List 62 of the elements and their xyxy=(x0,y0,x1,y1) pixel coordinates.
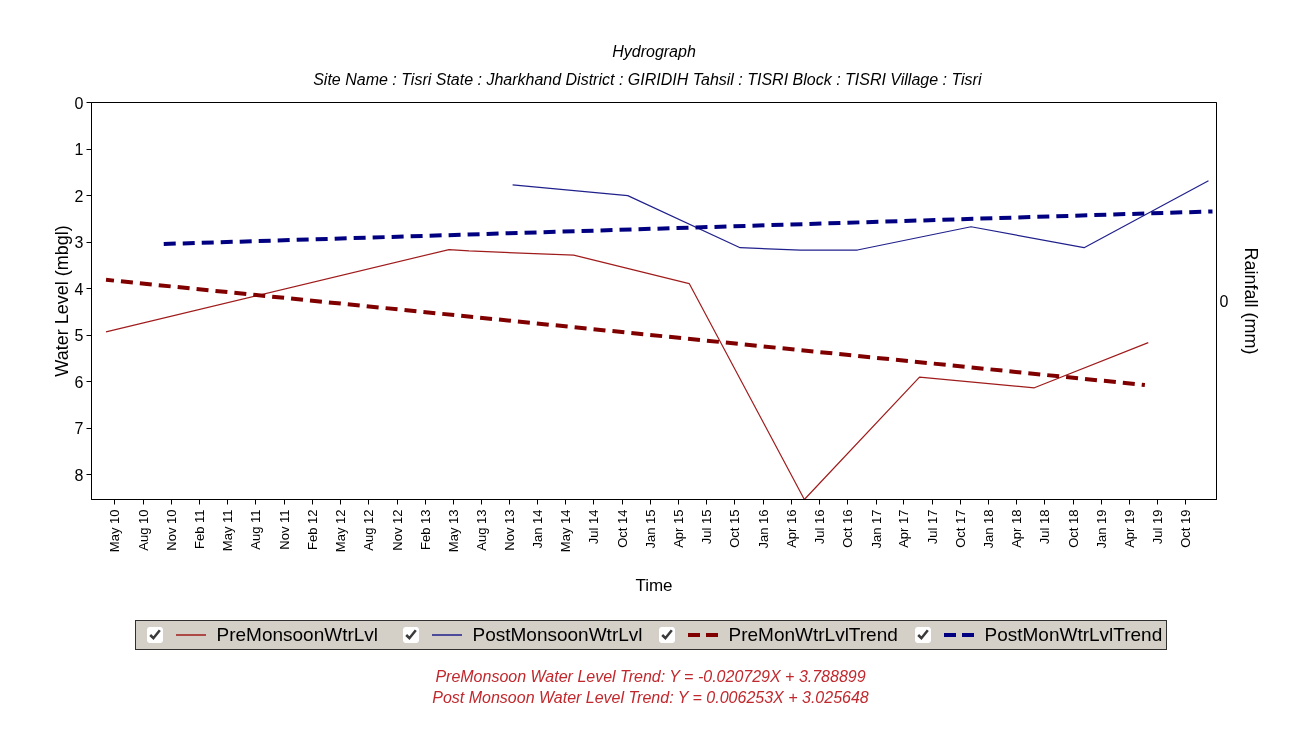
x-tick-label: Feb 13 xyxy=(418,509,434,550)
x-tick-label: Jan 16 xyxy=(755,509,771,549)
x-tick-label: May 13 xyxy=(445,509,461,553)
x-tick-label: Oct 14 xyxy=(614,509,630,548)
y-tick-label: 5 xyxy=(74,327,84,345)
x-axis-title: Time xyxy=(635,576,673,596)
y-axis-title: Water Level (mbgl) xyxy=(51,225,72,377)
x-tick-label: Feb 12 xyxy=(305,509,321,550)
text: 0 xyxy=(1219,293,1229,310)
y-tick-label: 0 xyxy=(74,94,84,112)
x-tick-label: Oct 15 xyxy=(727,509,743,548)
x-tick-label: May 12 xyxy=(332,509,348,553)
x-tick-label: Jan 19 xyxy=(1094,509,1110,549)
x-tick-label: Aug 12 xyxy=(361,509,377,551)
y-tick-label: 3 xyxy=(74,234,84,252)
x-tick-label: Feb 11 xyxy=(192,509,208,550)
chart-title: Hydrograph xyxy=(612,42,696,60)
x-tick-label: Apr 16 xyxy=(783,509,799,548)
chart-subtitle: Site Name : Tisri State : Jharkhand District : GIRIDIH Tahsil : TISRI Block : TISRI Village : Tisri xyxy=(313,70,982,88)
x-tick-label: Oct 17 xyxy=(953,509,969,548)
x-tick-label: Oct 16 xyxy=(840,509,856,548)
legend-label: PreMonsoonWtrLvl xyxy=(216,623,379,648)
legend-label: PostMonsoonWtrLvl xyxy=(472,623,643,648)
x-tick-label: Oct 19 xyxy=(1178,509,1194,548)
x-tick-label: May 14 xyxy=(558,509,574,553)
x-tick-label: Jul 14 xyxy=(586,509,602,545)
text: Post Monsoon Water Level Trend: Y = 0.006253X + 3.025648 xyxy=(432,689,869,706)
x-tick-label: Jan 15 xyxy=(643,509,659,549)
x-tick-label: Aug 10 xyxy=(135,509,151,551)
x-tick-label: Jan 14 xyxy=(530,509,546,549)
x-tick-label: Nov 11 xyxy=(276,509,292,550)
legend-label: PostMonWtrLvlTrend xyxy=(984,623,1163,648)
x-tick-label: Jul 19 xyxy=(1150,509,1166,545)
x-tick-label: Nov 12 xyxy=(389,509,405,551)
x-tick-label: Jan 17 xyxy=(868,509,884,549)
x-tick-label: Nov 10 xyxy=(163,509,179,551)
x-tick-label: Jul 16 xyxy=(811,509,827,545)
x-tick-label: Jul 18 xyxy=(1037,509,1053,545)
y-tick-label: 2 xyxy=(74,187,84,205)
x-tick-label: Apr 17 xyxy=(896,509,912,548)
legend-label: PreMonWtrLvlTrend xyxy=(728,623,898,648)
x-tick-label: Nov 13 xyxy=(502,509,518,551)
x-tick-label: Jul 15 xyxy=(698,509,714,545)
x-tick-label: Apr 15 xyxy=(670,509,686,548)
x-tick-label: Apr 18 xyxy=(1008,509,1024,548)
x-tick-label: Jan 18 xyxy=(981,509,997,549)
y-tick-label: 1 xyxy=(74,141,84,159)
y-tick-label: 7 xyxy=(74,420,84,438)
x-tick-label: Oct 18 xyxy=(1065,509,1081,548)
x-tick-label: Apr 19 xyxy=(1121,509,1137,548)
x-tick-label: Jul 17 xyxy=(924,509,940,545)
y-tick-label: 8 xyxy=(74,466,84,484)
y-tick-label: 4 xyxy=(74,280,84,298)
x-tick-label: May 10 xyxy=(107,509,123,553)
x-tick-label: May 11 xyxy=(219,509,235,552)
line-series xyxy=(512,180,1210,251)
line-series xyxy=(105,248,1149,500)
x-tick-label: Aug 13 xyxy=(473,509,489,551)
text: PreMonsoon Water Level Trend: Y = -0.020729X + 3.788899 xyxy=(435,668,866,685)
y2-axis-title: Rainfall (mm) xyxy=(1241,247,1262,355)
x-tick-label: Aug 11 xyxy=(248,509,264,550)
y-tick-label: 6 xyxy=(74,373,84,391)
